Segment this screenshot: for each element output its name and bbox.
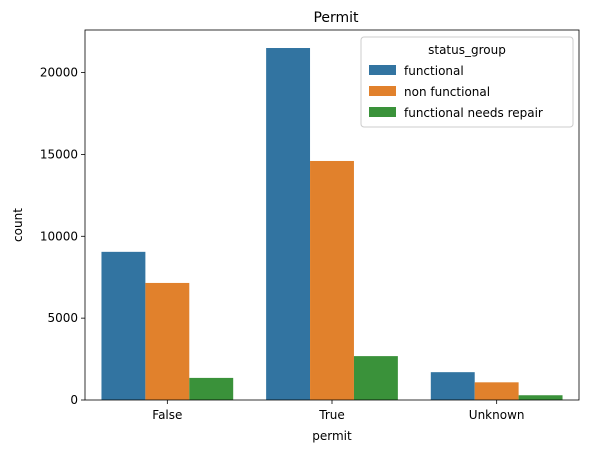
legend-entry-label: non functional xyxy=(404,85,490,99)
bar-true-functional xyxy=(266,48,311,400)
legend: status_group functional non functional func… xyxy=(360,36,574,128)
y-tick-label: 20000 xyxy=(40,66,78,80)
legend-swatch xyxy=(369,65,396,75)
bar-unknown-non-functional xyxy=(474,382,519,400)
x-tick-label: True xyxy=(318,408,345,422)
legend-box xyxy=(360,36,574,128)
y-axis-label: count xyxy=(11,208,25,242)
y-tick-label: 0 xyxy=(70,393,78,407)
bar-unknown-functional xyxy=(430,372,475,400)
bar-unknown-functional-needs-repair xyxy=(518,395,563,400)
bar-true-functional-needs-repair xyxy=(353,356,398,400)
x-axis-label: permit xyxy=(312,429,352,443)
legend-swatch xyxy=(369,86,396,96)
chart-title: Permit xyxy=(313,10,359,26)
bar-false-functional-needs-repair xyxy=(189,377,234,400)
bar-true-non-functional xyxy=(310,160,354,400)
legend-entry-label: functional xyxy=(404,64,464,78)
legend-title: status_group xyxy=(428,43,506,57)
axes-layer: 0 5000 10000 15000 20000 False True Unknown xyxy=(40,29,580,422)
legend-entry-label: functional needs repair xyxy=(404,106,543,120)
y-tick-label: 10000 xyxy=(40,229,78,243)
x-tick-label: Unknown xyxy=(469,408,525,422)
bars-layer xyxy=(101,48,563,400)
legend-swatch xyxy=(369,107,396,117)
y-tick-label: 5000 xyxy=(47,311,78,325)
x-tick-label: False xyxy=(152,408,182,422)
y-tick-label: 15000 xyxy=(40,147,78,161)
bar-false-non-functional xyxy=(145,282,190,400)
bar-false-functional xyxy=(101,251,146,400)
